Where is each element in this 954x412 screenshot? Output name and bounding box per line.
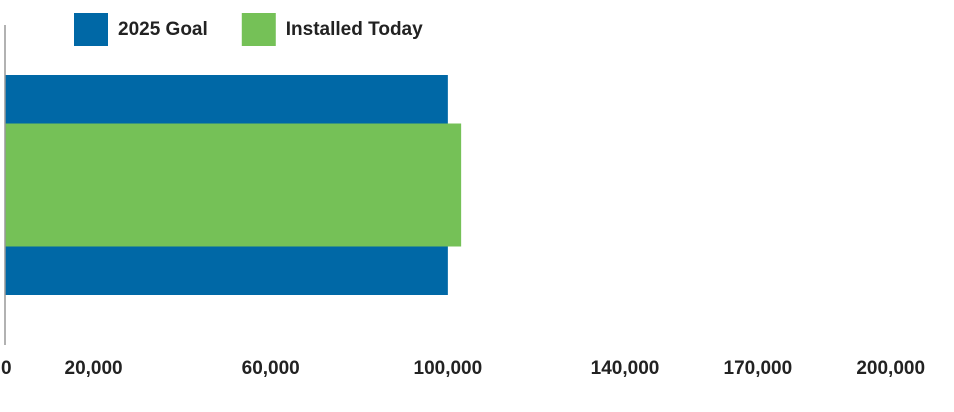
bar <box>5 123 462 247</box>
x-tick-label: 170,000 <box>724 358 793 379</box>
legend-label: 2025 Goal <box>118 19 208 40</box>
x-tick-label: 140,000 <box>591 358 660 379</box>
x-tick-label: 60,000 <box>242 358 300 379</box>
legend-swatch <box>241 13 276 46</box>
x-tick-label: 0 <box>1 358 12 379</box>
x-tick-label: 20,000 <box>65 358 123 379</box>
x-tick-label: 100,000 <box>414 358 483 379</box>
x-tick-label: 200,000 <box>856 358 925 379</box>
legend-label: Installed Today <box>286 19 423 40</box>
legend-swatch <box>74 13 108 46</box>
